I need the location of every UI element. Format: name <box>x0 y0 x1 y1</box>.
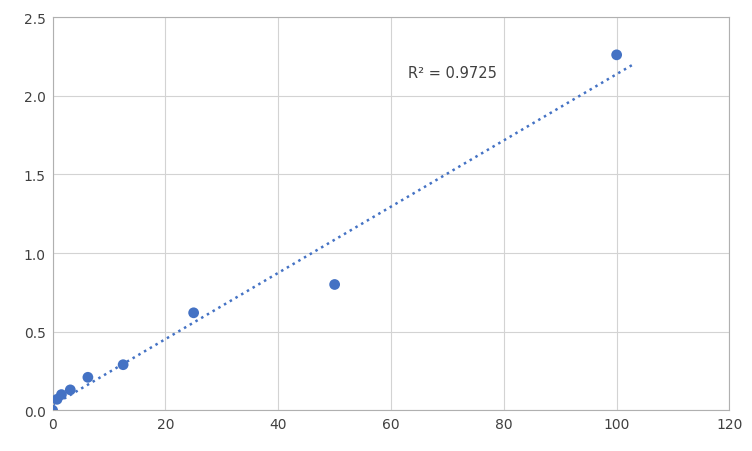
Text: R² = 0.9725: R² = 0.9725 <box>408 66 497 81</box>
Point <box>82 374 94 381</box>
Point <box>56 391 68 398</box>
Point <box>51 396 63 403</box>
Point <box>611 52 623 60</box>
Point <box>117 361 129 368</box>
Point <box>47 407 59 414</box>
Point <box>188 309 200 317</box>
Point <box>329 281 341 289</box>
Point <box>64 387 76 394</box>
